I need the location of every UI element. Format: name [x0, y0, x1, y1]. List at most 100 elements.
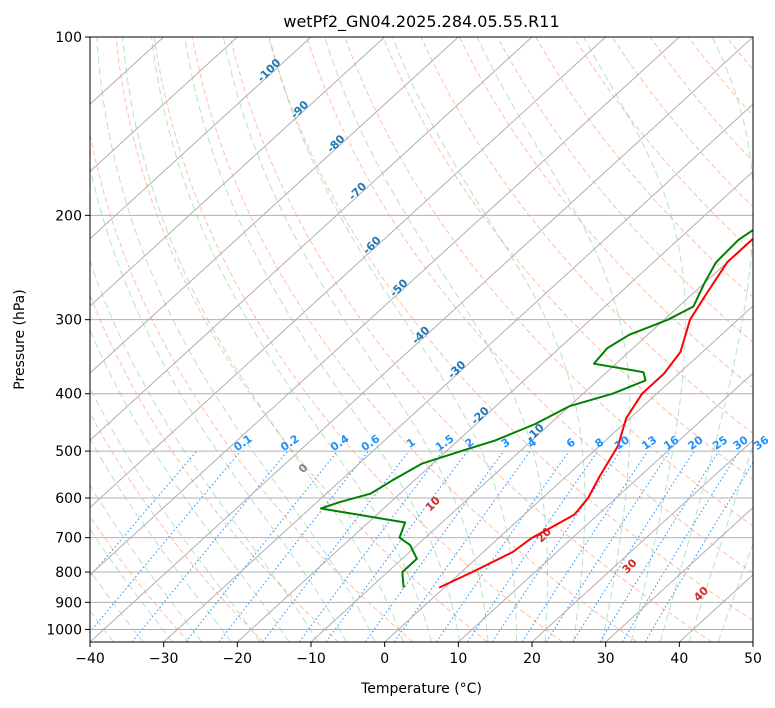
isotherm-line	[752, 641, 753, 642]
isotherm-line	[163, 103, 753, 642]
dry-adiabat	[191, 37, 638, 642]
y-tick-label: 700	[55, 531, 82, 547]
moist-adiabat	[90, 484, 203, 642]
temperature-profile-line	[438, 237, 753, 589]
mixing-ratio-label: 6	[564, 435, 578, 450]
chart-title: wetPf2_GN04.2025.284.05.55.R11	[283, 12, 559, 32]
x-tick-label: 50	[744, 651, 762, 667]
mixing-ratio-line	[572, 450, 695, 642]
moist-adiabat	[90, 437, 232, 642]
moist-adiabat	[324, 37, 549, 642]
y-tick-label: 800	[55, 565, 82, 581]
dry-adiabat	[344, 37, 753, 527]
x-tick-label: 20	[523, 651, 541, 667]
dry-adiabat	[306, 37, 753, 574]
dry-adiabat-label: -20	[468, 404, 491, 427]
dry-adiabat-label: -40	[409, 324, 432, 347]
dewpoint-profile-line	[320, 228, 753, 588]
mixing-ratio-label: 3	[499, 436, 513, 451]
isotherm-line	[384, 305, 753, 642]
moist-adiabat	[476, 37, 631, 642]
isotherm-line	[90, 37, 680, 576]
dry-adiabat	[115, 37, 488, 642]
moist-adiabat	[96, 37, 376, 642]
x-tick-label: 0	[380, 651, 389, 667]
mixing-ratio-line	[185, 450, 339, 642]
mixing-ratio-label: 13	[639, 433, 659, 452]
y-tick-label: 500	[55, 444, 82, 460]
dry-adiabat	[496, 37, 753, 344]
moist-adiabat	[90, 165, 347, 642]
isotherm-line	[90, 37, 459, 374]
mixing-ratio-label: 8	[593, 436, 607, 451]
moist-adiabat	[90, 386, 261, 642]
dry-adiabat	[153, 37, 563, 642]
dry-adiabat	[382, 37, 753, 481]
x-tick-label: −20	[223, 651, 253, 667]
mixing-ratio-line	[325, 450, 468, 642]
plot-frame	[89, 36, 754, 643]
dry-adiabat	[90, 515, 190, 642]
moist-adiabat	[268, 37, 517, 642]
isotherm-line	[90, 37, 312, 240]
isotherm-line	[90, 37, 753, 642]
moist-adiabat	[583, 37, 686, 642]
mixing-ratio-label: 36	[751, 433, 771, 453]
dry-adiabat	[268, 37, 753, 622]
dry-adiabat-label: -80	[324, 132, 347, 155]
isotherm-line	[605, 506, 753, 642]
isotherm-line	[90, 37, 533, 442]
y-tick-label: 400	[55, 387, 82, 403]
mixing-ratio-line	[364, 450, 505, 642]
x-tick-label: −30	[149, 651, 179, 667]
mixing-ratio-line	[545, 450, 671, 642]
dry-adiabat	[726, 37, 753, 71]
dry-adiabat-label: -60	[360, 234, 383, 257]
mixing-ratio-line	[467, 450, 599, 642]
moist-adiabat	[122, 37, 404, 642]
dry-adiabat	[649, 37, 753, 163]
x-tick-label: −40	[75, 651, 105, 667]
mixing-ratio-line	[262, 450, 410, 642]
moist-adiabat	[184, 37, 461, 642]
dry-adiabat-label: -70	[346, 180, 369, 203]
moist-adiabat-label: 40	[691, 584, 711, 604]
moist-adiabat	[90, 259, 319, 642]
moist-adiabat-label: 0	[296, 461, 311, 476]
dry-adiabat	[90, 412, 264, 642]
x-tick-label: 30	[597, 651, 615, 667]
mixing-ratio-line	[491, 450, 621, 642]
y-tick-label: 600	[55, 491, 82, 507]
dry-adiabat-label: -50	[387, 276, 410, 299]
mixing-ratio-line	[621, 450, 740, 642]
dry-adiabat	[765, 37, 775, 642]
y-tick-label: 100	[55, 30, 82, 46]
moist-adiabat	[659, 37, 753, 642]
dry-adiabat	[420, 37, 753, 435]
isotherm-line	[90, 37, 238, 173]
moist-adiabat	[392, 37, 586, 642]
x-tick-label: 40	[670, 651, 688, 667]
mixing-ratio-line	[298, 450, 444, 642]
y-tick-label: 300	[55, 313, 82, 329]
y-tick-label: 1000	[46, 622, 82, 638]
mixing-ratio-line	[90, 450, 242, 633]
y-axis-label: Pressure (hPa)	[12, 289, 28, 389]
mixing-ratio-label: 16	[661, 433, 681, 453]
moist-adiabat-label: 10	[423, 494, 443, 514]
dry-adiabat	[535, 37, 753, 298]
moist-adiabat	[151, 37, 432, 642]
moist-adiabat	[717, 542, 753, 642]
y-tick-label: 900	[55, 595, 82, 611]
isotherm-line	[236, 170, 753, 642]
dry-adiabat-label: -30	[445, 358, 468, 381]
y-tick-label: 200	[55, 208, 82, 224]
dry-adiabat	[611, 37, 753, 208]
x-tick-label: 10	[449, 651, 467, 667]
mixing-ratio-label: 2	[463, 436, 477, 451]
isotherm-line	[90, 37, 607, 509]
isotherm-line	[531, 439, 753, 642]
x-tick-label: −10	[296, 651, 326, 667]
mixing-ratio-line	[90, 450, 198, 578]
